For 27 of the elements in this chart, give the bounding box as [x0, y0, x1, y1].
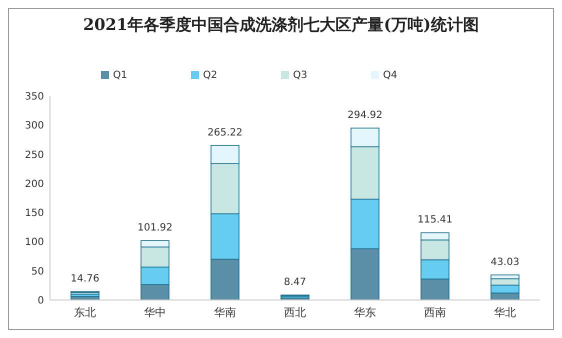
total-label: 101.92 [138, 222, 172, 234]
y-tick-label: 0 [38, 296, 44, 306]
y-tick-label: 200 [24, 178, 44, 190]
y-tick-label: 150 [24, 208, 44, 220]
x-tick-label: 华北 [494, 306, 516, 319]
x-tick-label: 西南 [424, 306, 446, 319]
total-label: 115.41 [418, 214, 452, 226]
total-label: 14.76 [70, 273, 100, 284]
y-tick-label: 50 [31, 266, 44, 278]
legend-label: Q1 [113, 70, 128, 81]
total-label: 265.22 [208, 127, 242, 138]
y-tick-label: 350 [24, 92, 44, 102]
legend-label: Q4 [383, 70, 398, 81]
legend-label: Q2 [203, 70, 218, 81]
x-tick-label: 华南 [214, 306, 236, 319]
total-label: 294.92 [348, 110, 382, 122]
y-tick-label: 300 [24, 120, 44, 132]
x-tick-label: 华中 [144, 306, 166, 319]
x-tick-label: 西北 [284, 306, 306, 319]
x-tick-label: 东北 [74, 306, 96, 319]
total-label: 43.03 [490, 256, 520, 268]
y-tick-label: 250 [24, 150, 44, 161]
chart-title: 2021年各季度中国合成洗涤剂七大区产量(万吨)统计图 [83, 15, 479, 34]
total-label: 8.47 [284, 277, 306, 288]
y-tick-label: 100 [24, 237, 44, 248]
legend-label: Q3 [293, 70, 308, 81]
x-tick-label: 华东 [354, 306, 376, 319]
